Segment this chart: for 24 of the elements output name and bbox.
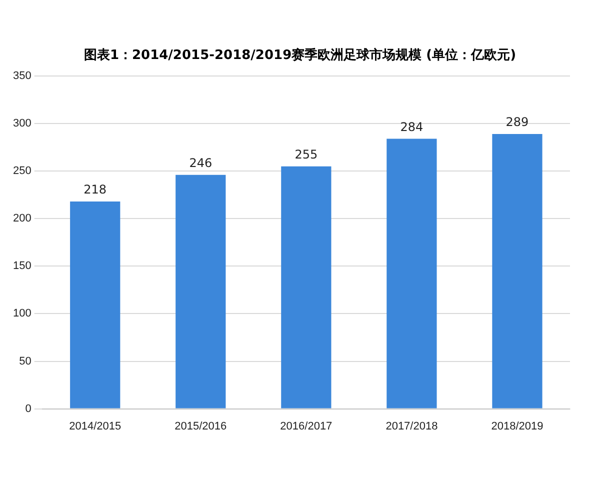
bar (176, 174, 226, 408)
y-tick-label: 250 (12, 165, 32, 178)
y-tick-label: 150 (12, 260, 32, 272)
data-label: 218 (84, 182, 107, 197)
y-tick-label: 200 (12, 212, 32, 225)
x-tick-label: 2018/2019 (491, 420, 544, 432)
x-tick-label: 2016/2017 (280, 420, 332, 432)
data-label: 246 (189, 156, 212, 170)
bar (70, 202, 120, 408)
y-tick-label: 350 (12, 70, 32, 82)
y-tick-label: 100 (12, 308, 32, 320)
bar (281, 166, 332, 408)
chart-title: 图表1：2014/2015-2018/2019赛季欧洲足球市场规模 (单位：亿欧元) (82, 46, 518, 65)
y-tick-label: 300 (12, 118, 32, 130)
bar (492, 134, 542, 408)
x-tick-label: 2015/2016 (174, 420, 227, 432)
data-label: 284 (400, 120, 424, 134)
bar (386, 138, 437, 408)
y-tick-label: 50 (19, 355, 32, 368)
y-tick-label: 0 (25, 402, 32, 415)
x-tick-label: 2017/2018 (386, 420, 438, 432)
data-label: 289 (506, 115, 529, 130)
data-label: 255 (294, 147, 318, 162)
x-tick-label: 2014/2015 (69, 420, 122, 432)
